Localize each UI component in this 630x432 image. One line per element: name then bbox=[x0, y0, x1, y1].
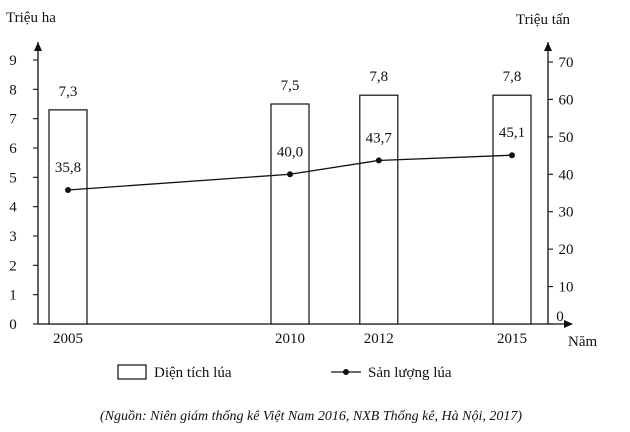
right-tick-label: 10 bbox=[559, 280, 574, 296]
left-tick-label: 6 bbox=[9, 141, 17, 157]
left-axis-label: Triệu ha bbox=[6, 10, 56, 26]
left-tick-label: 9 bbox=[9, 53, 17, 69]
x-axis-label: Năm bbox=[568, 334, 597, 350]
left-y-axis-arrow bbox=[34, 42, 42, 51]
line-point bbox=[65, 187, 71, 194]
line-point bbox=[287, 171, 293, 178]
left-tick-label: 7 bbox=[9, 112, 17, 128]
bar-value-label: 7,8 bbox=[369, 69, 388, 85]
right-tick-label: 60 bbox=[559, 92, 574, 108]
left-tick-label: 2 bbox=[9, 258, 17, 274]
source-note: (Nguồn: Niên giám thống kê Việt Nam 2016… bbox=[100, 409, 522, 424]
bar-value-label: 7,3 bbox=[59, 84, 78, 100]
right-tick-label: 30 bbox=[559, 205, 574, 221]
right-y-axis-arrow bbox=[544, 42, 552, 51]
right-tick-label: 20 bbox=[559, 242, 574, 258]
legend-bar-label: Diện tích lúa bbox=[154, 365, 232, 381]
left-tick-label: 3 bbox=[9, 229, 17, 245]
axes: 0 1 2 3 4 5 6 7 8 9 0 10 20 30 40 50 60 70 2005 2010 2012 201… bbox=[9, 42, 574, 347]
x-axis-arrow bbox=[564, 320, 573, 328]
left-tick-label: 1 bbox=[9, 288, 17, 304]
legend-line-label: Sản lượng lúa bbox=[368, 365, 452, 381]
left-tick-label: 5 bbox=[9, 170, 17, 186]
x-tick-label: 2005 bbox=[53, 331, 83, 347]
production-line bbox=[65, 152, 515, 194]
bar-value-label: 7,8 bbox=[503, 69, 522, 85]
right-tick-label: 70 bbox=[559, 55, 574, 71]
bar-dien-tich-lua bbox=[492, 94, 532, 325]
line-san-luong-lua bbox=[67, 154, 513, 191]
line-value-label: 45,1 bbox=[499, 125, 525, 141]
line-value-label: 43,7 bbox=[366, 130, 393, 146]
legend-line-marker bbox=[343, 369, 349, 375]
bar-value-label: 7,5 bbox=[281, 78, 300, 94]
x-tick-label: 2010 bbox=[275, 331, 305, 347]
line-point bbox=[375, 157, 382, 164]
line-value-label: 35,8 bbox=[55, 160, 81, 176]
right-tick-label: 0 bbox=[556, 309, 564, 325]
legend: Diện tích lúa Sản lượng lúa bbox=[117, 364, 452, 381]
right-tick-label: 40 bbox=[559, 167, 574, 183]
x-tick-label: 2012 bbox=[364, 331, 394, 347]
bar-dien-tich-lua bbox=[270, 103, 310, 325]
right-tick-label: 50 bbox=[559, 130, 574, 146]
x-tick-label: 2015 bbox=[497, 331, 527, 347]
bar-dien-tich-lua bbox=[48, 109, 88, 325]
line-point bbox=[509, 152, 515, 159]
left-tick-label: 8 bbox=[9, 82, 17, 98]
left-tick-label: 0 bbox=[9, 317, 17, 333]
bars bbox=[48, 94, 532, 325]
right-axis-label: Triệu tấn bbox=[516, 12, 571, 28]
bar-dien-tich-lua bbox=[359, 94, 399, 325]
line-value-label: 40,0 bbox=[277, 144, 303, 160]
legend-bar-swatch bbox=[117, 364, 147, 380]
left-tick-label: 4 bbox=[9, 200, 17, 216]
data-labels: 7,3 7,5 7,8 7,8 35,8 40,0 43,7 45,1 bbox=[55, 69, 525, 176]
